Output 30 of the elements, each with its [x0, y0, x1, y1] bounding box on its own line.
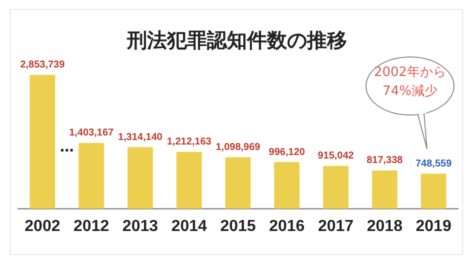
x-tick-label: 2016	[269, 218, 305, 235]
bar	[128, 147, 153, 209]
x-tick-label: 2013	[122, 218, 158, 235]
data-label: 2,853,739	[20, 60, 66, 71]
x-tick-label: 2017	[318, 218, 354, 235]
data-label: 1,212,163	[166, 136, 212, 148]
bar	[372, 170, 398, 209]
bar	[225, 157, 251, 209]
bar	[323, 166, 348, 209]
annotation: 2002年から 74%減少	[372, 64, 448, 101]
data-label: 1,403,167	[69, 128, 114, 139]
x-tick-label: 2015	[220, 218, 256, 235]
annotation: …	[60, 140, 74, 156]
bar	[274, 162, 300, 209]
bar	[420, 174, 446, 209]
chart-title: 刑法犯罪認知件数の推移	[126, 27, 348, 54]
bar	[78, 142, 104, 209]
x-tick-label: 2019	[416, 218, 452, 235]
x-tick-label: 2018	[366, 218, 403, 235]
x-tick-label: 2002	[24, 218, 60, 235]
x-tick-label: 2012	[74, 218, 110, 235]
data-label: 748,559	[415, 158, 452, 170]
data-label: 1,098,969	[216, 142, 261, 153]
data-label: 996,120	[268, 146, 306, 158]
data-label: 915,042	[318, 150, 354, 162]
x-tick-label: 2014	[171, 218, 208, 235]
data-label: 817,338	[366, 155, 404, 166]
data-label: 1,314,140	[118, 132, 163, 143]
bar	[30, 74, 56, 209]
bar	[176, 152, 202, 209]
